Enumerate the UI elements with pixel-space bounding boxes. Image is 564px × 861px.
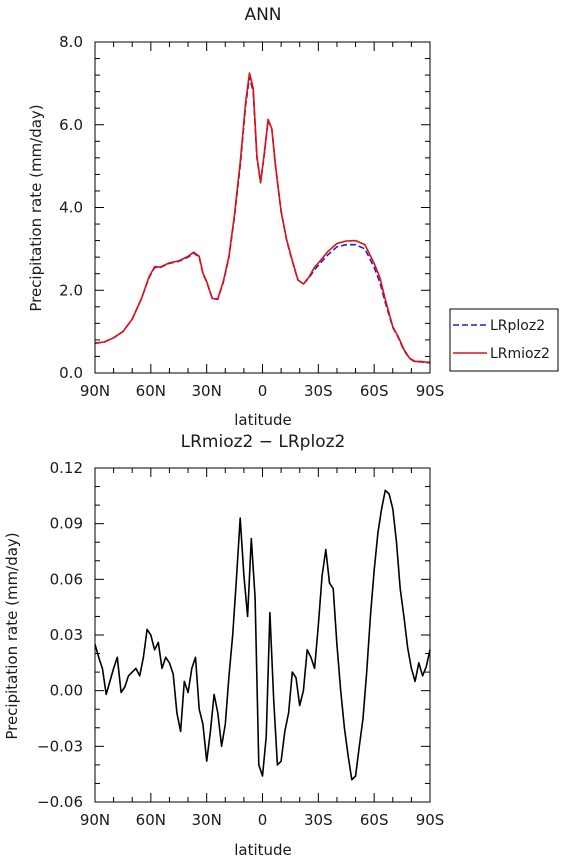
y-axis-label: Precipitation rate (mm/day) [3, 532, 21, 739]
x-tick-label: 90S [416, 382, 445, 400]
series-line-LRmioz2 [94, 72, 430, 364]
x-axis-label: latitude [234, 841, 292, 859]
y-tick-labels: −0.06 −0.03 0.00 0.03 0.06 0.09 0.12 [37, 459, 83, 811]
x-tick-label: 60S [360, 811, 389, 829]
x-tick-label: 60N [136, 811, 166, 829]
x-tick-label: 30N [192, 811, 222, 829]
y-tick-label: −0.06 [37, 793, 83, 811]
legend-label-LRploz2: LRploz2 [490, 318, 545, 334]
chart-title: ANN [244, 5, 281, 25]
plot-lines [94, 72, 430, 364]
x-tick-label: 60S [360, 382, 389, 400]
chart-annual-precipitation: ANN 0.02.04.06.08.0 90N 60N 30N 0 30S 60S 90S … [27, 5, 559, 429]
y-tick-label: 0.12 [50, 459, 83, 477]
y-tick-label: 2.0 [59, 281, 83, 299]
y-tick-label: −0.03 [37, 737, 83, 755]
y-tick-label: 0.03 [50, 626, 83, 644]
x-tick-label: 90N [80, 811, 110, 829]
y-tick-label: 0.09 [50, 515, 83, 533]
plot-lines [94, 489, 431, 781]
x-tick-label: 30S [304, 382, 333, 400]
x-tick-label: 30N [192, 382, 222, 400]
y-tick-label: 4.0 [59, 199, 83, 217]
y-tick-label: 0.06 [50, 570, 83, 588]
y-axis-label: Precipitation rate (mm/day) [27, 104, 45, 311]
x-tick-labels: 90N 60N 30N 0 30S 60S 90S [80, 382, 444, 400]
y-tick-label: 8.0 [59, 33, 83, 51]
y-tick-label: 0.00 [50, 682, 83, 700]
legend-box [449, 308, 559, 372]
series-line-difference-0 [94, 489, 431, 781]
plot-frame [94, 467, 431, 803]
chart-precipitation-difference: LRmioz2 − LRploz2 −0.06 −0.03 0.00 0.03 0.06… [3, 432, 444, 859]
plot-frame [94, 41, 431, 374]
y-tick-labels: 0.0 2.0 4.0 6.0 8.0 [59, 33, 83, 382]
tick-marks [94, 41, 431, 374]
legend-label-LRmioz2: LRmioz2 [490, 346, 550, 362]
series-line-LRploz2 [94, 76, 430, 364]
legend: LRploz2 LRmioz2 [449, 308, 559, 372]
y-tick-label: 6.0 [59, 116, 83, 134]
x-tick-labels: 90N 60N 30N 0 30S 60S 90S [80, 811, 444, 829]
chart-title: LRmioz2 − LRploz2 [181, 432, 346, 452]
x-axis-label: latitude [234, 411, 292, 429]
y-tick-label: 0.0 [59, 364, 83, 382]
x-tick-label: 0 [258, 811, 268, 829]
x-tick-label: 30S [304, 811, 333, 829]
x-tick-label: 90N [80, 382, 110, 400]
x-tick-label: 0 [258, 382, 268, 400]
x-tick-label: 60N [136, 382, 166, 400]
x-tick-label: 90S [416, 811, 445, 829]
